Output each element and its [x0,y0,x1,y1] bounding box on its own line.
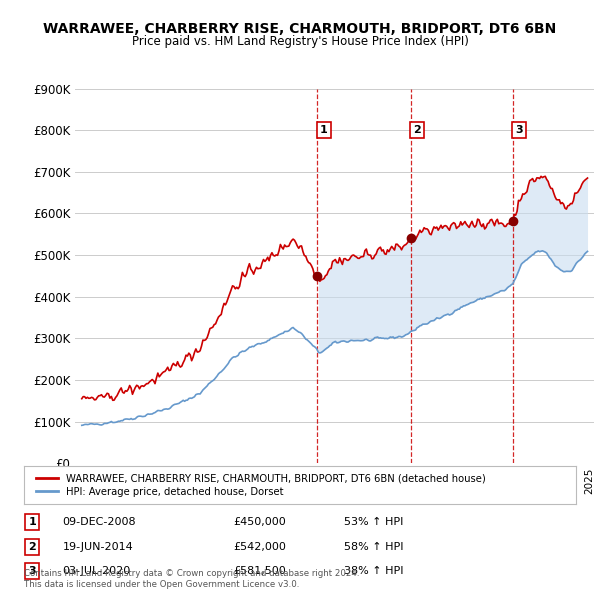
Text: 2: 2 [413,125,421,135]
Text: 53% ↑ HPI: 53% ↑ HPI [344,517,404,527]
Text: 09-DEC-2008: 09-DEC-2008 [62,517,136,527]
Text: £450,000: £450,000 [234,517,287,527]
Legend: WARRAWEE, CHARBERRY RISE, CHARMOUTH, BRIDPORT, DT6 6BN (detached house), HPI: Av: WARRAWEE, CHARBERRY RISE, CHARMOUTH, BRI… [32,470,490,501]
Text: Price paid vs. HM Land Registry's House Price Index (HPI): Price paid vs. HM Land Registry's House … [131,35,469,48]
Text: WARRAWEE, CHARBERRY RISE, CHARMOUTH, BRIDPORT, DT6 6BN: WARRAWEE, CHARBERRY RISE, CHARMOUTH, BRI… [43,22,557,37]
Text: Contains HM Land Registry data © Crown copyright and database right 2024.
This d: Contains HM Land Registry data © Crown c… [24,569,359,589]
Text: 58% ↑ HPI: 58% ↑ HPI [344,542,404,552]
Text: 3: 3 [28,566,36,576]
Text: 03-JUL-2020: 03-JUL-2020 [62,566,131,576]
Text: 1: 1 [28,517,36,527]
Text: £581,500: £581,500 [234,566,287,576]
Text: 1: 1 [320,125,328,135]
Text: 2: 2 [28,542,36,552]
Text: 38% ↑ HPI: 38% ↑ HPI [344,566,404,576]
Text: 3: 3 [515,125,523,135]
Text: 19-JUN-2014: 19-JUN-2014 [62,542,133,552]
Text: £542,000: £542,000 [234,542,287,552]
